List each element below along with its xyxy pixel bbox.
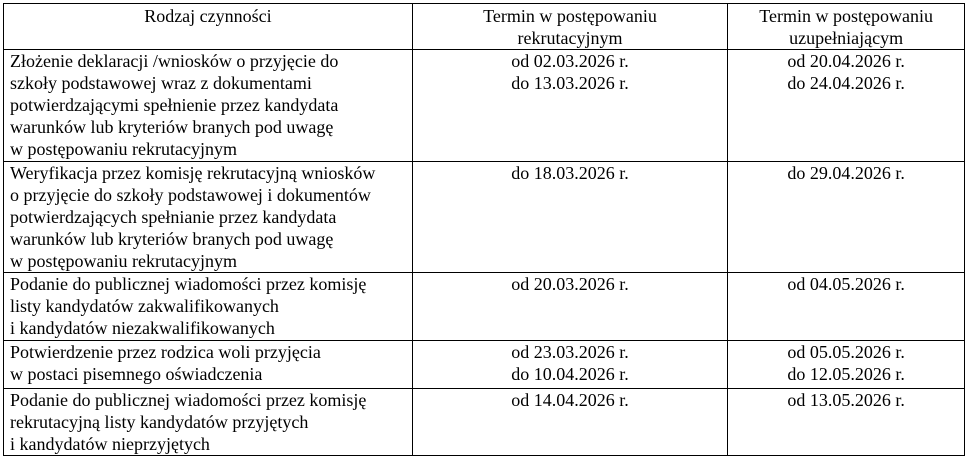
cell-text-line: do 13.03.2026 r. [511,73,629,93]
cell-text-line: od 04.05.2026 r. [787,274,905,294]
cell-text-line: Potwierdzenie przez rodzica woli przyjęc… [10,342,321,362]
supplementary-deadline-cell: od 04.05.2026 r. [727,272,965,341]
cell-text-line: Złożenie deklaracji /wniosków o przyjęci… [10,51,339,71]
cell-text-line: i kandydatów niezakwalifikowanych [10,318,275,338]
cell-text-line: od 20.04.2026 r. [787,51,905,71]
cell-text-line: w postępowaniu rekrutacyjnym [10,139,237,159]
recruitment-schedule-table: Rodzaj czynności Termin w postępowaniu re… [3,3,965,456]
cell-text-line: w postępowaniu rekrutacyjnym [10,251,237,271]
table-row: Weryfikacja przez komisję rekrutacyjną w… [3,161,965,273]
cell-text-line: warunków lub kryteriów branych pod uwagę [10,229,334,249]
header-text: Rodzaj czynności [144,6,272,26]
cell-text-line: od 14.04.2026 r. [511,390,629,410]
header-text: uzupełniającym [789,28,904,48]
activity-cell: Potwierdzenie przez rodzica woli przyjęc… [3,340,413,389]
table-row: Podanie do publicznej wiadomości przez k… [3,388,965,456]
recruitment-deadline-cell: od 02.03.2026 r. do 13.03.2026 r. [411,49,729,162]
header-row: Rodzaj czynności Termin w postępowaniu re… [3,3,965,50]
cell-text-line: Weryfikacja przez komisję rekrutacyjną w… [10,163,376,183]
cell-text-line: do 10.04.2026 r. [511,364,629,384]
activity-cell: Podanie do publicznej wiadomości przez k… [3,388,413,456]
header-text: Termin w postępowaniu [483,6,657,26]
cell-text-line: warunków lub kryteriów branych pod uwagę [10,117,334,137]
cell-text-line: potwierdzającymi spełnienie przez kandyd… [10,95,339,115]
cell-text-line: do 24.04.2026 r. [787,73,905,93]
table-row: Potwierdzenie przez rodzica woli przyjęc… [3,340,965,389]
supplementary-deadline-cell: od 05.05.2026 r. do 12.05.2026 r. [727,340,965,389]
cell-text-line: od 13.05.2026 r. [787,390,905,410]
recruitment-deadline-cell: od 20.03.2026 r. [411,272,729,341]
cell-text-line: w postaci pisemnego oświadczenia [10,364,263,384]
cell-text-line: od 20.03.2026 r. [511,274,629,294]
header-text: Termin w postępowaniu [759,6,933,26]
cell-text-line: Podanie do publicznej wiadomości przez k… [10,390,367,410]
cell-text-line: i kandydatów nieprzyjętych [10,434,210,454]
cell-text-line: do 18.03.2026 r. [511,163,629,183]
cell-text-line: szkoły podstawowej wraz z dokumentami [10,73,312,93]
cell-text-line: od 23.03.2026 r. [511,342,629,362]
cell-text-line: do 29.04.2026 r. [787,163,905,183]
cell-text-line: od 05.05.2026 r. [787,342,905,362]
cell-text-line: listy kandydatów zakwalifikowanych [10,296,279,316]
activity-cell: Podanie do publicznej wiadomości przez k… [3,272,413,341]
cell-text-line: do 12.05.2026 r. [787,364,905,384]
header-supplementary-deadline: Termin w postępowaniu uzupełniającym [727,3,965,50]
cell-text-line: Podanie do publicznej wiadomości przez k… [10,274,367,294]
header-recruitment-deadline: Termin w postępowaniu rekrutacyjnym [411,3,729,50]
recruitment-deadline-cell: do 18.03.2026 r. [411,161,729,273]
header-text: rekrutacyjnym [517,28,623,48]
cell-text-line: o przyjęcie do szkoły podstawowej i doku… [10,185,371,205]
activity-cell: Weryfikacja przez komisję rekrutacyjną w… [3,161,413,273]
supplementary-deadline-cell: od 13.05.2026 r. [727,388,965,456]
supplementary-deadline-cell: do 29.04.2026 r. [727,161,965,273]
supplementary-deadline-cell: od 20.04.2026 r. do 24.04.2026 r. [727,49,965,162]
table-row: Złożenie deklaracji /wniosków o przyjęci… [3,49,965,162]
cell-text-line: od 02.03.2026 r. [511,51,629,71]
table-row: Podanie do publicznej wiadomości przez k… [3,272,965,341]
recruitment-deadline-cell: od 23.03.2026 r. do 10.04.2026 r. [411,340,729,389]
cell-text-line: rekrutacyjną listy kandydatów przyjętych [10,412,309,432]
recruitment-deadline-cell: od 14.04.2026 r. [411,388,729,456]
cell-text-line: potwierdzających spełnianie przez kandyd… [10,207,337,227]
activity-cell: Złożenie deklaracji /wniosków o przyjęci… [3,49,413,162]
header-activity-type: Rodzaj czynności [3,3,413,50]
